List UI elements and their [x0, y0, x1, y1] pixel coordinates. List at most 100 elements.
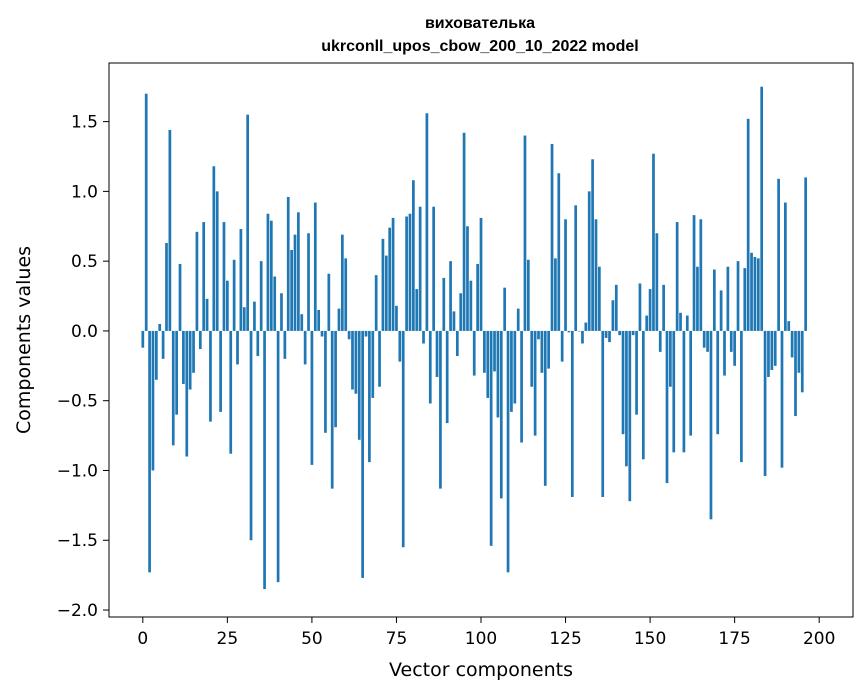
- bar: [547, 330, 550, 369]
- bar: [483, 330, 486, 373]
- bar: [178, 263, 182, 331]
- bar: [158, 323, 162, 331]
- bar: [472, 330, 476, 376]
- bar: [706, 330, 709, 352]
- bar: [645, 315, 649, 331]
- bar: [719, 290, 723, 331]
- bar: [182, 330, 185, 384]
- x-tick-label: 50: [301, 629, 323, 649]
- bar: [229, 330, 233, 454]
- y-tick-label: 0.5: [71, 252, 98, 272]
- bar: [340, 234, 344, 331]
- bar: [236, 330, 239, 365]
- bar: [577, 330, 581, 332]
- bar: [327, 273, 331, 331]
- bar: [344, 258, 348, 331]
- bar: [297, 212, 300, 331]
- bar: [310, 330, 314, 465]
- bar: [222, 222, 226, 331]
- bar: [395, 305, 398, 331]
- chart-subtitle: ukrconll_upos_cbow_200_10_2022 model: [321, 38, 638, 55]
- bar: [374, 275, 378, 331]
- x-tick-label: 200: [803, 629, 835, 649]
- x-tick-label: 100: [465, 629, 497, 649]
- y-axis-label: Components values: [13, 246, 35, 434]
- x-axis-label: Vector components: [389, 659, 573, 681]
- bar: [614, 284, 618, 331]
- y-tick-label: 1.0: [71, 182, 98, 202]
- bar: [581, 330, 584, 344]
- bar: [611, 300, 615, 331]
- bar: [469, 280, 473, 331]
- bar: [740, 330, 743, 463]
- bar: [269, 220, 273, 331]
- bar: [526, 259, 530, 331]
- y-tick-label: 0.0: [71, 322, 98, 342]
- bar: [161, 330, 165, 359]
- bar: [293, 234, 297, 331]
- bar: [753, 256, 757, 331]
- bar: [175, 330, 178, 415]
- bar: [655, 233, 659, 331]
- bar: [523, 135, 527, 331]
- bar: [256, 330, 260, 357]
- bar: [334, 330, 337, 428]
- bar: [330, 330, 334, 489]
- y-tick-label: −2.0: [57, 601, 98, 621]
- bar: [249, 330, 253, 541]
- bar: [313, 202, 317, 331]
- bar: [253, 301, 256, 331]
- bar: [669, 330, 672, 387]
- y-tick-label: −1.0: [57, 461, 98, 481]
- bar: [493, 330, 496, 372]
- bar: [391, 217, 395, 331]
- x-tick-label: 175: [718, 629, 750, 649]
- bar: [219, 330, 222, 412]
- bar: [351, 330, 354, 390]
- bar: [773, 330, 777, 366]
- bar: [567, 330, 571, 333]
- bar: [787, 321, 791, 331]
- bar: [486, 330, 490, 398]
- bar: [422, 330, 425, 344]
- bar: [554, 258, 557, 331]
- bar: [750, 252, 753, 331]
- bar: [459, 293, 463, 331]
- bar: [212, 166, 216, 331]
- bar: [699, 219, 703, 331]
- bar: [658, 330, 662, 352]
- bar: [401, 330, 405, 548]
- bar: [347, 330, 351, 340]
- bar: [503, 287, 507, 331]
- bar: [709, 330, 713, 520]
- bar: [685, 315, 689, 331]
- bar: [141, 330, 145, 348]
- bar: [540, 330, 544, 373]
- bar: [479, 217, 483, 331]
- bar: [618, 330, 622, 336]
- bar: [591, 159, 594, 331]
- bar: [435, 330, 439, 377]
- bar: [324, 330, 327, 433]
- bar: [736, 261, 740, 331]
- bar: [239, 229, 243, 331]
- bar: [594, 219, 598, 331]
- bar: [726, 266, 730, 331]
- bar: [462, 132, 466, 331]
- bar: [662, 284, 665, 331]
- bar: [648, 289, 652, 331]
- bar: [800, 330, 804, 393]
- bar: [537, 330, 540, 340]
- bar: [696, 266, 699, 331]
- bar: [232, 259, 236, 331]
- bar: [510, 330, 513, 412]
- bar: [533, 330, 537, 436]
- bar: [354, 330, 358, 394]
- bar: [455, 330, 459, 357]
- bar: [760, 86, 764, 331]
- bar: [412, 180, 415, 331]
- bar: [290, 249, 293, 331]
- bar: [574, 205, 578, 331]
- bar: [418, 206, 422, 331]
- bar: [675, 222, 679, 331]
